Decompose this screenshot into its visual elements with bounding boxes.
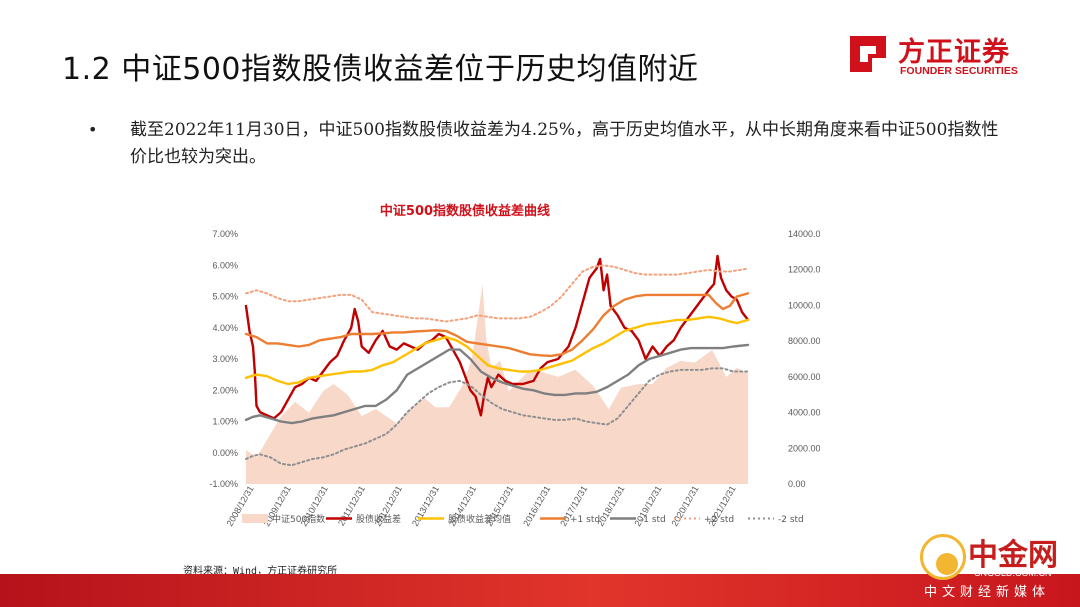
footer-bar (0, 574, 1080, 607)
watermark-tagline: 中文财经新媒体 (924, 585, 1051, 600)
y-left-tick-label: 2.00% (212, 385, 238, 395)
x-tick-label: 2013/12/31 (410, 484, 441, 528)
cngold-watermark: 中金网 CNGOLD.COM.CN 中文财经新媒体 (918, 528, 1078, 604)
bullet-marker: • (88, 120, 98, 139)
legend-swatch (242, 514, 268, 523)
y-left-tick-label: 3.00% (212, 354, 238, 364)
y-right-tick-label: 10000.00 (788, 300, 820, 310)
y-right-tick-label: 6000.00 (788, 372, 820, 382)
chart-title: 中证500指数股债收益差曲线 (379, 204, 551, 219)
y-right-tick-label: 4000.00 (788, 408, 820, 418)
logo-chinese-name: 方正证券 (898, 37, 1010, 68)
series-line-2 (244, 315, 750, 386)
legend-label: 中证500指数 (272, 513, 325, 525)
watermark-brand: 中金网 (968, 538, 1058, 573)
series-line-6 (245, 367, 749, 467)
y-left-tick-label: 6.00% (212, 260, 238, 270)
y-left-tick-label: 0.00% (212, 448, 238, 458)
legend-label: -1 std (640, 515, 666, 525)
y-right-tick-label: 0.00 (788, 479, 806, 489)
series-area-0 (246, 284, 748, 484)
y-left-tick-label: 5.00% (212, 292, 238, 302)
y-left-tick-label: 4.00% (212, 323, 238, 333)
legend-label: +2 std (704, 515, 734, 525)
founder-logo-icon (850, 36, 886, 72)
yield-spread-chart: -1.00% 0.00% 1.00% 2.00% 3.00% 4.00% 5.00% 6.00… (209, 229, 820, 528)
y-left-tick-label: -1.00% (209, 479, 238, 489)
source-note: 资料来源：Wind，方正证券研究所 (183, 566, 338, 577)
legend-label: -2 std (778, 515, 804, 525)
page-title: 1.2 中证500指数股债收益差位于历史均值附近 (62, 52, 699, 87)
cngold-logo-icon (920, 534, 966, 580)
series-line-3 (244, 292, 750, 358)
x-tick-label: 2016/12/31 (521, 484, 552, 528)
founder-securities-logo: 方正证券 FOUNDER SECURITIES (846, 30, 1036, 80)
legend-label: +1 std (570, 515, 600, 525)
y-left-tick-label: 7.00% (212, 229, 238, 239)
bullet-text: 截至2022年11月30日，中证500指数股债收益差为4.25%，高于历史均值水… (130, 120, 999, 167)
y-right-tick-label: 12000.00 (788, 265, 820, 275)
legend-label: 股债收益差 (356, 513, 401, 525)
y-right-tick-label: 8000.00 (788, 336, 820, 346)
y-right-tick-label: 14000.00 (788, 229, 820, 239)
series-line-4 (244, 343, 750, 425)
y-left-tick-label: 1.00% (212, 417, 238, 427)
series-line-5 (245, 264, 749, 323)
x-tick-label: 2020/12/31 (669, 484, 700, 528)
legend-label: 股债收益差均值 (448, 513, 511, 525)
watermark-url: CNGOLD.COM.CN (974, 568, 1052, 578)
y-right-tick-label: 2000.00 (788, 443, 820, 453)
series-line-1 (244, 254, 750, 420)
logo-english-name: FOUNDER SECURITIES (900, 65, 1018, 77)
